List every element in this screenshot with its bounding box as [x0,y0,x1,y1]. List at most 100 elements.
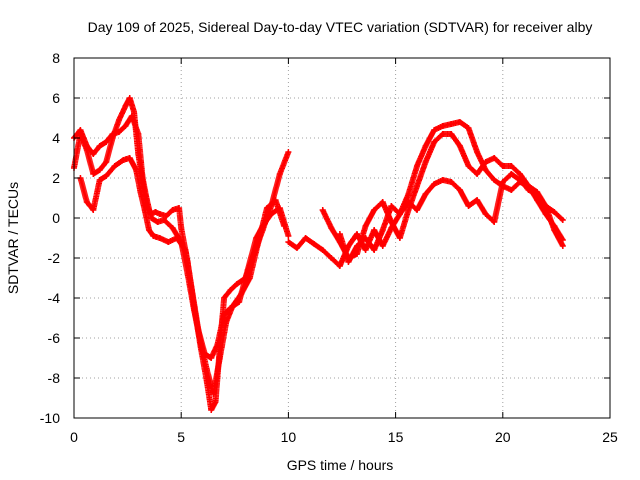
data-point [83,143,90,149]
data-point [491,155,498,161]
y-axis-label: SDTVAR / TECUs [5,182,21,294]
series-markers [77,155,292,361]
y-tick-label: 8 [52,50,60,66]
data-point [122,123,129,129]
data-point [276,171,283,177]
data-point [482,211,489,217]
data-point [285,233,292,239]
data-point [90,207,97,213]
data-point [474,197,481,203]
data-point [135,131,142,137]
data-point [233,281,240,287]
data-point [422,159,429,165]
data-point [448,121,455,127]
data-point [214,341,221,347]
data-point [439,123,446,129]
data-point [525,187,532,193]
data-point [201,351,208,357]
data-point [173,235,180,241]
data-point [285,149,292,155]
data-point [272,197,279,203]
data-point [371,247,378,253]
data-point [203,367,210,373]
data-point [465,163,472,169]
x-axis-label: GPS time / hours [287,457,394,473]
data-point [103,159,110,165]
y-tick-label: -4 [48,290,61,306]
data-point [396,235,403,241]
data-point [354,243,361,249]
data-point [431,127,438,133]
data-point [96,143,103,149]
data-point [345,259,352,265]
data-point [216,355,223,361]
data-point [227,305,234,311]
data-point [362,223,369,229]
data-point [388,203,395,209]
data-point [499,163,506,169]
x-tick-label: 0 [70,429,78,445]
data-point [491,219,498,225]
data-point [396,211,403,217]
data-point [448,131,455,137]
data-point [379,243,386,249]
data-point [285,239,292,245]
data-point [128,113,135,119]
data-point [208,407,215,413]
y-tick-label: 6 [52,90,60,106]
axes: -10 -8 -6 -4 -2 0 2 4 6 8 0 5 10 15 20 25 [40,50,618,445]
data-point [208,355,215,361]
data-point [83,199,90,205]
data-point [405,191,412,197]
data-point [319,247,326,253]
data-point [116,129,123,135]
data-point [371,207,378,213]
data-point [169,225,176,231]
data-point [176,205,183,211]
x-tick-label: 20 [495,429,511,445]
data-point [439,131,446,137]
data-point [227,287,234,293]
x-tick-label: 5 [177,429,185,445]
data-point [379,227,386,233]
data-point [103,173,110,179]
data-point [116,117,123,123]
y-tick-label: -8 [48,370,61,386]
data-point [311,241,318,247]
chart-title: Day 109 of 2025, Sidereal Day-to-day VTE… [88,19,593,35]
data-point [259,223,266,229]
data-point [422,143,429,149]
data-point [405,199,412,205]
data-point [354,231,361,237]
series-layer [71,95,566,413]
data-point [161,217,168,223]
data-point [195,327,202,333]
data-point [137,189,144,195]
data-point [236,299,243,305]
data-point [474,171,481,177]
data-point [499,179,506,185]
data-point [414,183,421,189]
data-point [422,191,429,197]
data-point [542,203,549,209]
data-point [508,171,515,177]
series-arc-2 [71,113,288,397]
y-tick-label: 2 [52,170,60,186]
data-point [103,139,110,145]
data-point [534,191,541,197]
data-point [188,287,195,293]
data-point [302,235,309,241]
data-point [253,235,260,241]
y-tick-label: -10 [40,410,60,426]
data-point [96,177,103,183]
data-point [559,243,566,249]
data-point [414,163,421,169]
plot-frame [73,57,611,419]
data-point [508,163,515,169]
y-tick-label: 0 [52,210,60,226]
data-point [551,209,558,215]
data-point [456,143,463,149]
y-tick-label: -6 [48,330,61,346]
data-point [90,151,97,157]
